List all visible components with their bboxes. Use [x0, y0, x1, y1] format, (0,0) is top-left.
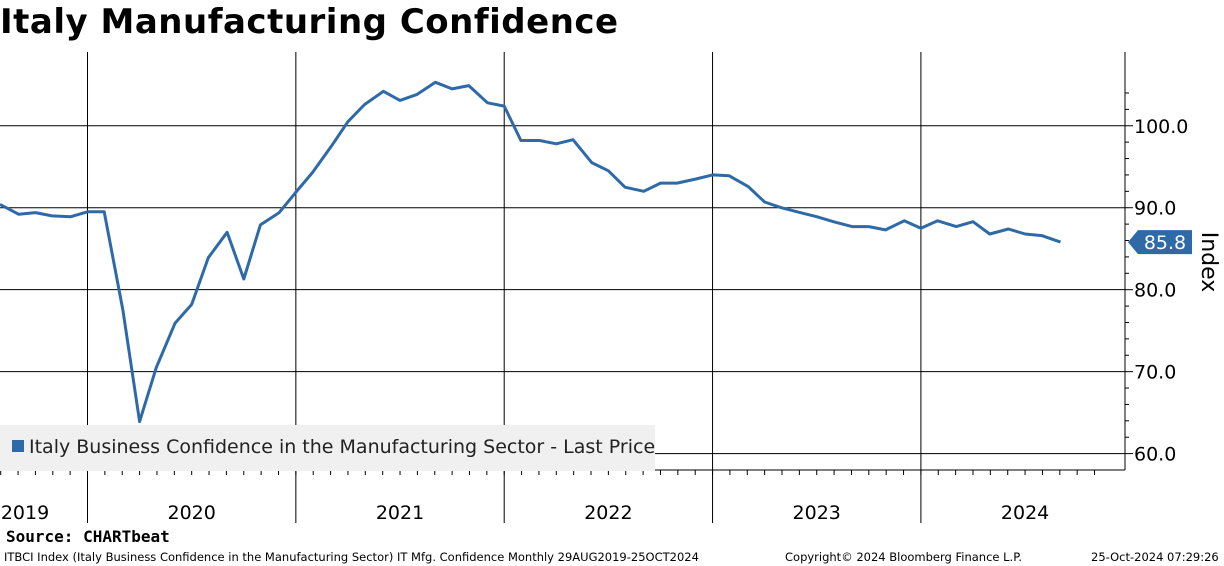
- footer-copyright: Copyright© 2024 Bloomberg Finance L.P.: [785, 550, 1022, 564]
- series-line: [0, 80, 1061, 424]
- y-axis: 60.0 70.0 80.0 90.0 100.0 Index: [1124, 52, 1221, 470]
- legend: [0, 425, 655, 471]
- y-tick-label: 90.0: [1134, 198, 1176, 220]
- footer-timestamp: 25-Oct-2024 07:29:26: [1091, 550, 1219, 564]
- y-tick-label: 70.0: [1134, 362, 1176, 384]
- y-tick-label: 80.0: [1134, 280, 1176, 302]
- x-tick-label: 2020: [168, 502, 216, 524]
- last-value-text: 85.8: [1144, 232, 1186, 254]
- footer-ticker-description: ITBCI Index (Italy Business Confidence i…: [4, 550, 699, 564]
- y-tick-label: 60.0: [1134, 444, 1176, 466]
- series-points: [0, 82, 1061, 422]
- source-label: Source: CHARTbeat: [6, 527, 170, 546]
- x-tick-label: 2021: [376, 502, 424, 524]
- y-tick-label: 100.0: [1134, 116, 1188, 138]
- legend-swatch: [12, 440, 24, 452]
- x-tick-label: 2023: [793, 502, 841, 524]
- x-tick-label: 2019: [1, 502, 49, 524]
- legend-label: Italy Business Confidence in the Manufac…: [29, 436, 656, 458]
- last-value-marker: [1128, 230, 1192, 255]
- x-tick-label: 2022: [584, 502, 632, 524]
- horizontal-gridlines: [0, 125, 1125, 455]
- x-axis: 2019 2020 2021 2022 2023 2024: [0, 469, 1125, 524]
- y-axis-title: Index: [1196, 232, 1221, 293]
- last-value-label: 85.8: [1128, 230, 1192, 255]
- chart-title: Italy Manufacturing Confidence: [0, 2, 619, 42]
- x-tick-label: 2024: [1001, 502, 1049, 524]
